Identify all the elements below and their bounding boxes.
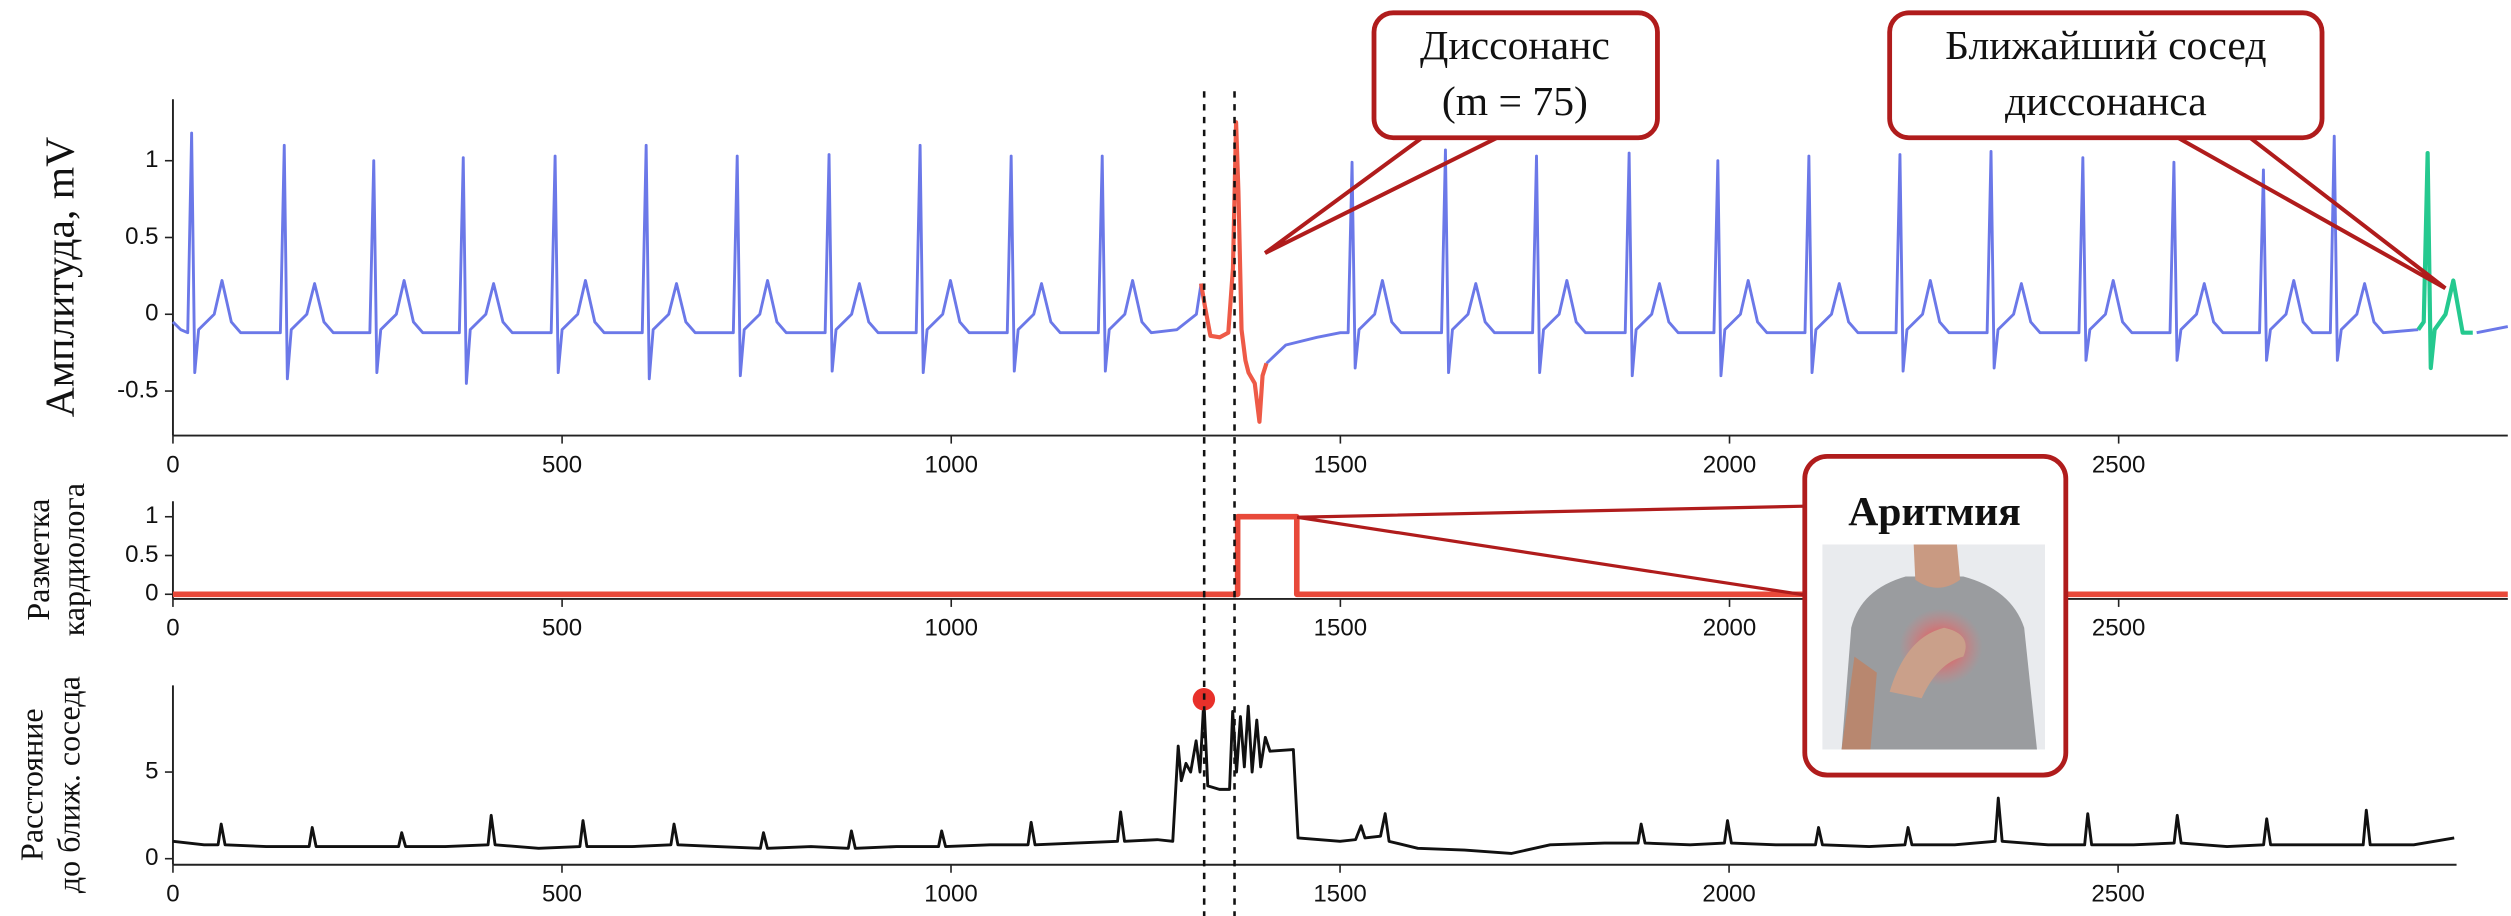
data-line <box>171 131 2509 385</box>
callout-title: Аритмия <box>1848 489 2021 535</box>
callout-box <box>1371 10 1660 141</box>
x-tick-label: 2500 <box>2092 451 2145 478</box>
chart-panel: 0 500 1000 1500 2000 2500 0 0.5 1 Разметка кардиол… <box>20 483 2508 642</box>
y-tick-label: -0.5 <box>117 376 158 403</box>
x-tick-label: 1000 <box>924 881 977 908</box>
x-tick-label: 2000 <box>1702 881 1755 908</box>
x-tick-label: 0 <box>166 881 179 908</box>
y-axis-label: Расстояние <box>14 708 50 861</box>
x-tick-label: 1000 <box>925 451 978 478</box>
x-tick-label: 2500 <box>2091 881 2144 908</box>
x-tick-label: 2000 <box>1703 451 1756 478</box>
overlays: Диссонанс (m = 75) Ближайший сосед диссо… <box>1263 10 2447 778</box>
x-tick-label: 1500 <box>1314 451 1367 478</box>
y-axis-label: Амплитуда, mV <box>38 137 84 417</box>
callout-text: диссонанса <box>2005 79 2207 125</box>
x-tick-label: 0 <box>166 451 179 478</box>
callout-pointer <box>2176 135 2447 290</box>
chart-panel: 0 500 1000 1500 2000 2500 -0.5 0 0.5 1 Амплитуда, … <box>38 99 2508 478</box>
data-line <box>172 513 2508 598</box>
plots: 0 500 1000 1500 2000 2500-0.500.51Амплитуда, … <box>14 91 2509 916</box>
callout-text: (m = 75) <box>1442 79 1588 125</box>
y-tick-label: 1 <box>145 146 158 173</box>
x-tick-label: 0 <box>166 615 179 642</box>
x-tick-label: 1500 <box>1313 881 1366 908</box>
callout-pointer <box>1263 135 1499 255</box>
callout-text: Ближайший сосед <box>1945 23 2266 69</box>
y-axis-label: кардиолога <box>55 483 91 636</box>
callout-text: Диссонанс <box>1420 23 1610 69</box>
y-tick-label: 5 <box>145 757 158 784</box>
y-tick-label: 0.5 <box>125 541 158 568</box>
y-axis-label: до ближ. соседа <box>50 676 86 893</box>
callout-pointer <box>1296 504 1810 598</box>
x-tick-label: 1500 <box>1314 615 1367 642</box>
y-tick-label: 0 <box>145 844 158 871</box>
x-tick-label: 2500 <box>2092 615 2145 642</box>
data-line <box>1199 120 1269 424</box>
x-tick-label: 500 <box>542 881 582 908</box>
data-line <box>172 697 2455 855</box>
x-tick-label: 1000 <box>925 615 978 642</box>
y-tick-label: 1 <box>145 502 158 529</box>
x-tick-label: 2000 <box>1703 615 1756 642</box>
data-line <box>2416 150 2473 371</box>
y-tick-label: 0.5 <box>125 223 158 250</box>
y-tick-label: 0 <box>145 580 158 607</box>
arrhythmia-photo <box>1822 544 2045 750</box>
x-tick-label: 500 <box>542 615 582 642</box>
y-tick-label: 0 <box>145 300 158 327</box>
y-axis-label: Разметка <box>20 499 56 621</box>
x-tick-label: 500 <box>542 451 582 478</box>
chart-panel: 0 500 1000 1500 2000 2500 0 5 Расстояние до ближ.… <box>14 676 2457 908</box>
callout-box <box>1887 10 2325 141</box>
